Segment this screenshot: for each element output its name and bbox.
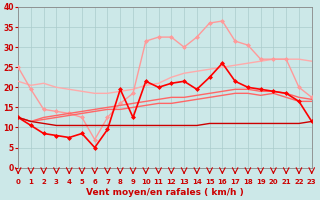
X-axis label: Vent moyen/en rafales ( km/h ): Vent moyen/en rafales ( km/h ) bbox=[86, 188, 244, 197]
